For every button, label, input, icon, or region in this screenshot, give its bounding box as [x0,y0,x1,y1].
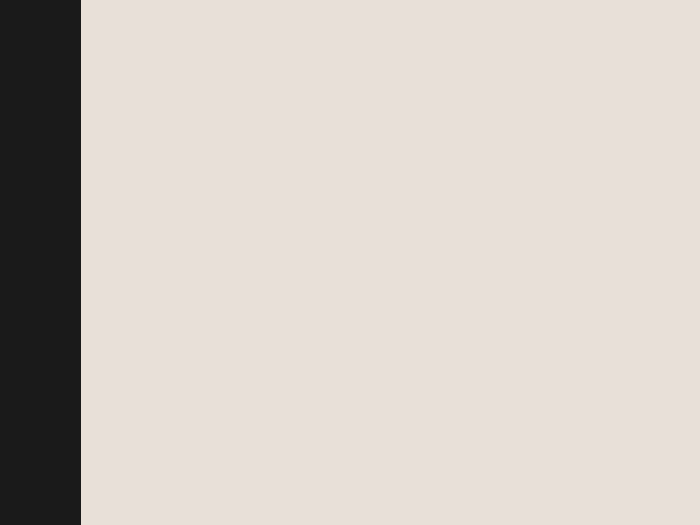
FancyBboxPatch shape [113,472,153,502]
FancyBboxPatch shape [113,441,153,470]
Text: 8: 8 [158,415,168,430]
Text: C: C [98,169,108,183]
FancyBboxPatch shape [113,378,153,407]
Text: 15: 15 [158,447,178,461]
Text: 1.: 1. [126,385,140,397]
Text: In the diagram below, diameter A̅B̅ bisects chord C̅D̅ at point E in circle F.: In the diagram below, diameter A̅B̅ bise… [108,32,700,47]
FancyBboxPatch shape [113,410,153,439]
Text: 3.: 3. [126,448,140,460]
Text: A: A [180,100,191,114]
Text: 4.: 4. [126,479,140,492]
Text: E: E [192,181,202,195]
Text: D: D [262,169,274,183]
Text: 2.: 2. [126,416,140,429]
Text: 7: 7 [158,384,167,398]
Text: F: F [195,208,205,222]
Text: 16: 16 [158,478,178,493]
Text: B: B [180,290,191,304]
Text: If AE = 2 and FB = 17, then the length of C̅E̅ is: If AE = 2 and FB = 17, then the length o… [108,346,491,362]
